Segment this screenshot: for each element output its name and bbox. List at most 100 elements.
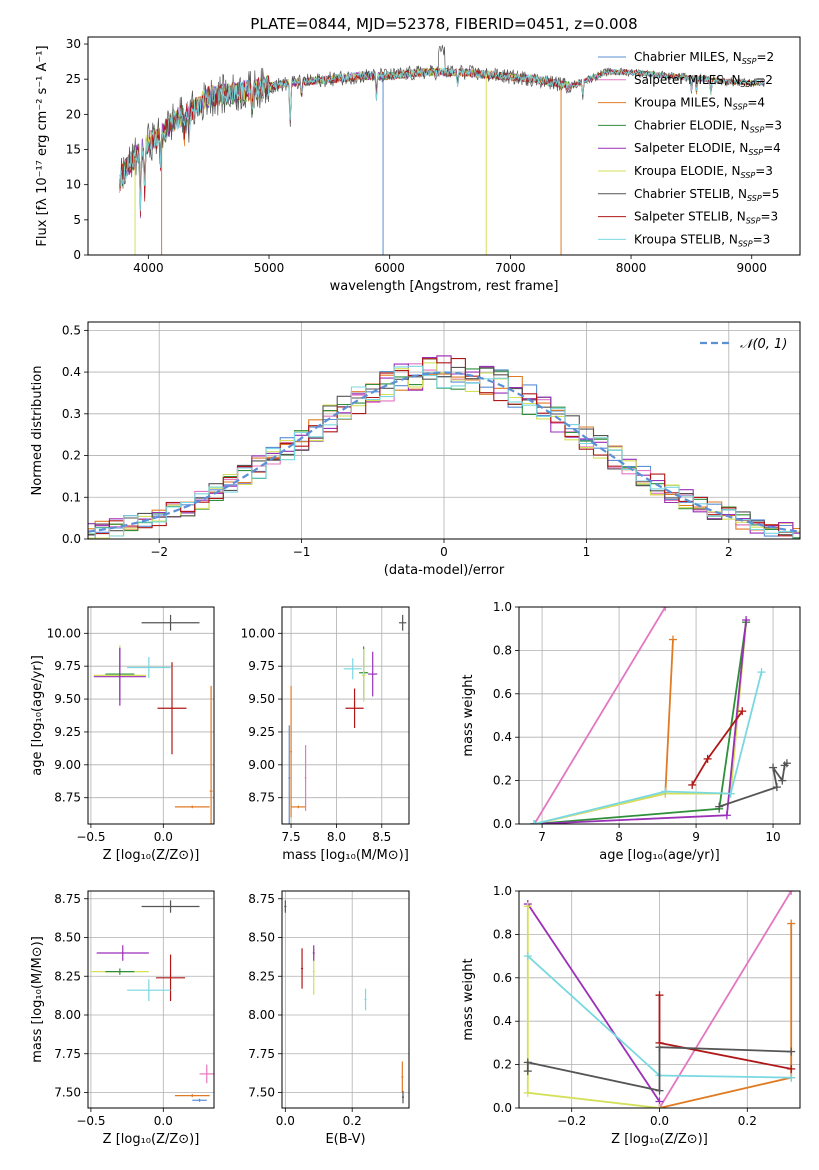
y-tick-label: 15 <box>66 143 81 157</box>
chart-spectrum: 4000 5000 6000 7000 8000 9000 0 5 10 15 20 25 30 wave… <box>35 36 801 294</box>
x-tick-label: 0 <box>440 545 448 559</box>
weight-marker <box>757 668 766 677</box>
y-tick-label: 8.50 <box>54 931 81 945</box>
y-tick-label: 0.4 <box>493 1014 512 1028</box>
weight-marker <box>668 635 677 644</box>
x-tick-label: 1 <box>583 545 591 559</box>
y-tick-label: 20 <box>66 107 81 121</box>
x-axis-label: wavelength [Angstrom, rest frame] <box>330 279 559 294</box>
data-point-errorbar <box>301 948 304 989</box>
y-tick-label: 25 <box>66 72 81 86</box>
weight-marker <box>661 607 670 611</box>
x-axis-label: Z [log₁₀(Z/Z⊙)] <box>611 1132 708 1147</box>
data-point-errorbar <box>127 979 171 1002</box>
weight-marker <box>655 1086 664 1095</box>
y-tick-label: 0.2 <box>493 1058 512 1072</box>
y-tick-label: 1.0 <box>493 884 512 898</box>
y-axis-label: age [log₁₀(age/yr)] <box>30 655 45 776</box>
x-axis-label: age [log₁₀(age/yr)] <box>599 848 720 863</box>
chart-residuals: −2 −1 0 1 2 0.0 0.1 0.2 0.3 0.4 0.5 (data-model)/er… <box>30 321 801 578</box>
x-tick-label: 8000 <box>616 261 647 275</box>
chart-mass-vs-Z: −0.5 0.0 7.50 7.75 8.00 8.25 8.50 8.75 Z [log₁₀(… <box>30 890 215 1147</box>
data-point-errorbar <box>105 968 135 975</box>
figure-title: PLATE=0844, MJD=52378, FIBERID=0451, z=0… <box>250 15 637 33</box>
data-point-errorbar <box>127 656 171 679</box>
y-tick-label: 9.50 <box>54 692 81 706</box>
y-tick-label: 8.00 <box>54 1008 81 1022</box>
x-tick-label: 0.0 <box>650 1114 669 1128</box>
weight-marker <box>523 1058 532 1067</box>
y-tick-label: 30 <box>66 37 81 51</box>
x-tick-label: 0.0 <box>154 1114 173 1128</box>
chart-age-vs-mass: 7.5 8.0 8.5 8.75 9.00 9.25 9.50 9.75 10.00 mass [… <box>241 606 410 863</box>
data-point-errorbar <box>141 900 200 913</box>
plot-area <box>119 44 765 255</box>
data-point-errorbar <box>399 614 407 631</box>
weight-marker <box>655 991 664 1000</box>
weight-marker <box>778 776 787 785</box>
residual-histogram <box>88 373 800 531</box>
y-tick-label: 0.2 <box>62 449 81 463</box>
weight-marker <box>523 902 532 911</box>
plot-area <box>93 614 213 824</box>
legend-label: 𝒩(0, 1) <box>740 337 787 352</box>
data-point-errorbar <box>291 805 306 809</box>
y-tick-label: 5 <box>73 213 81 227</box>
weight-marker <box>661 787 670 796</box>
y-tick-label: 7.75 <box>248 1047 275 1061</box>
y-tick-label: 0.4 <box>493 730 512 744</box>
axes-frame <box>281 890 410 1109</box>
axes-frame <box>281 606 410 825</box>
x-tick-label: 8 <box>615 830 623 844</box>
residual-histogram <box>88 365 800 539</box>
plot-area <box>523 891 796 1108</box>
x-tick-label: 7 <box>538 830 546 844</box>
x-tick-label: 9000 <box>736 261 767 275</box>
weight-marker <box>703 754 712 763</box>
weight-marker <box>742 616 751 625</box>
x-tick-label: 4000 <box>133 261 164 275</box>
plot-area <box>88 355 800 539</box>
x-tick-label: 2 <box>725 545 733 559</box>
x-tick-label: 6000 <box>374 261 405 275</box>
y-tick-label: 9.50 <box>248 692 275 706</box>
weight-series-line <box>534 622 747 824</box>
data-point-errorbar <box>288 725 291 824</box>
weight-marker <box>523 1088 532 1097</box>
y-tick-label: 8.75 <box>54 791 81 805</box>
y-tick-label: 0.3 <box>62 407 81 421</box>
axes-frame <box>518 890 801 1109</box>
x-tick-label: −0.5 <box>76 830 105 844</box>
legend-label: Kroupa STELIB, NSSP=3 <box>634 232 770 248</box>
x-tick-label: 0.0 <box>154 830 173 844</box>
y-tick-label: 10 <box>66 178 81 192</box>
x-tick-label: 8.5 <box>372 830 391 844</box>
axes-frame <box>87 321 801 540</box>
y-tick-label: 0.0 <box>62 532 81 546</box>
data-point-errorbar <box>343 658 362 680</box>
y-tick-label: 0.0 <box>493 1101 512 1115</box>
data-point-errorbar <box>401 1090 404 1104</box>
x-tick-label: 8.0 <box>327 830 346 844</box>
data-point-errorbar <box>174 1094 210 1098</box>
data-point-errorbar <box>368 651 378 697</box>
weight-marker <box>726 789 735 798</box>
weight-series-line <box>658 995 792 1070</box>
axes-frame <box>518 606 801 825</box>
spectrum-legend: Chabrier MILES, NSSP=2 Salpeter MILES, NS… <box>598 50 782 248</box>
x-tick-label: 7.5 <box>282 830 301 844</box>
plot-area <box>288 614 407 824</box>
weight-marker <box>523 1067 532 1076</box>
x-axis-label: Z [log₁₀(Z/Z⊙)] <box>103 1132 200 1147</box>
weight-marker <box>782 759 791 768</box>
legend-label: Kroupa MILES, NSSP=4 <box>634 96 765 112</box>
weight-marker <box>715 802 724 811</box>
legend-label: Salpeter STELIB, NSSP=3 <box>634 210 778 226</box>
y-tick-label: 0.1 <box>62 490 81 504</box>
y-tick-label: 0.0 <box>493 817 512 831</box>
x-tick-label: 9 <box>692 830 700 844</box>
data-point-errorbar <box>284 900 287 913</box>
plot-area <box>530 607 791 824</box>
y-tick-label: 8.25 <box>248 969 275 983</box>
